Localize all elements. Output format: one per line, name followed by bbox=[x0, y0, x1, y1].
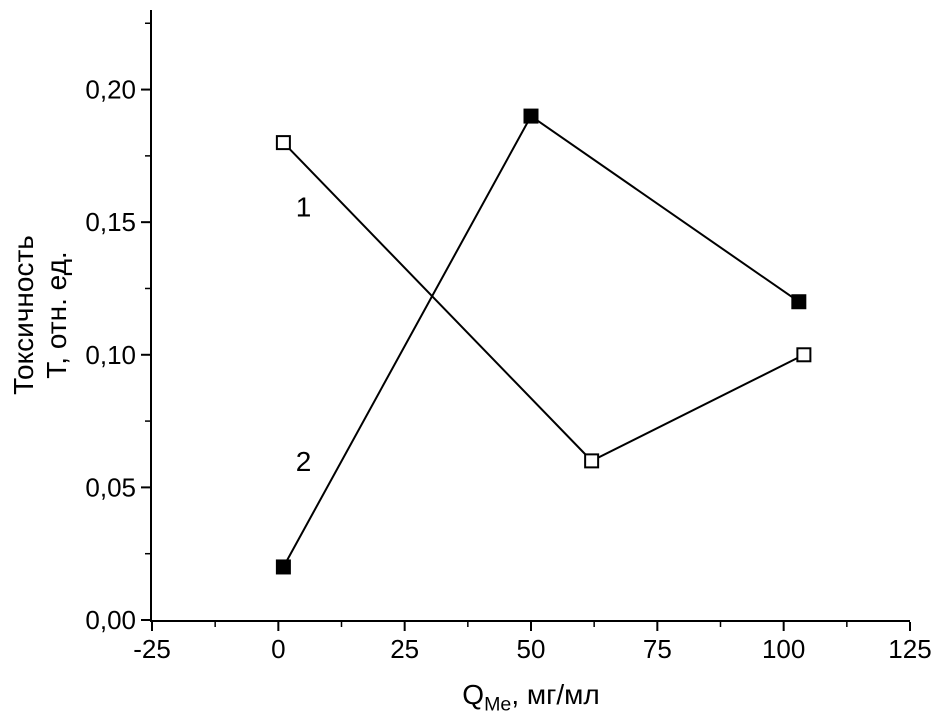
y-tick-label: 0,20 bbox=[85, 75, 136, 105]
x-axis-title-symbol: Q bbox=[462, 679, 485, 710]
y-axis-title-line2: Т, отн. ед. bbox=[41, 251, 72, 379]
x-tick-label: 50 bbox=[517, 634, 546, 664]
series-1-line bbox=[282, 141, 805, 463]
series-1-marker-open-square bbox=[275, 135, 291, 151]
x-tick-label: 75 bbox=[643, 634, 672, 664]
x-tick-label: 100 bbox=[762, 634, 805, 664]
series-2-marker-filled-square bbox=[791, 294, 807, 310]
x-tick-label: -25 bbox=[133, 634, 171, 664]
y-tick-label: 0,15 bbox=[85, 207, 136, 237]
y-tick-label: 0,00 bbox=[85, 605, 136, 635]
y-tick-label: 0,05 bbox=[85, 472, 136, 502]
x-tick-label: 0 bbox=[271, 634, 285, 664]
series-2-marker-filled-square bbox=[523, 108, 539, 124]
series-1-marker-open-square bbox=[584, 453, 600, 469]
x-axis-title: QMe, мг/мл bbox=[462, 679, 599, 717]
y-tick-label: 0,10 bbox=[85, 340, 136, 370]
series-1-marker-open-square bbox=[796, 347, 812, 363]
y-axis-title-line1: Токсичность bbox=[8, 235, 39, 395]
x-axis-title-subscript: Me bbox=[484, 693, 512, 716]
curve-label-1: 1 bbox=[296, 191, 312, 222]
series-2-line bbox=[282, 114, 800, 568]
series-2-marker-filled-square bbox=[275, 559, 291, 575]
x-axis-title-units: , мг/мл bbox=[511, 679, 600, 710]
curve-label-2: 2 bbox=[296, 446, 312, 477]
x-tick-label: 25 bbox=[390, 634, 419, 664]
x-tick-label: 125 bbox=[888, 634, 931, 664]
y-axis-title: Токсичность Т, отн. ед. bbox=[7, 235, 73, 395]
